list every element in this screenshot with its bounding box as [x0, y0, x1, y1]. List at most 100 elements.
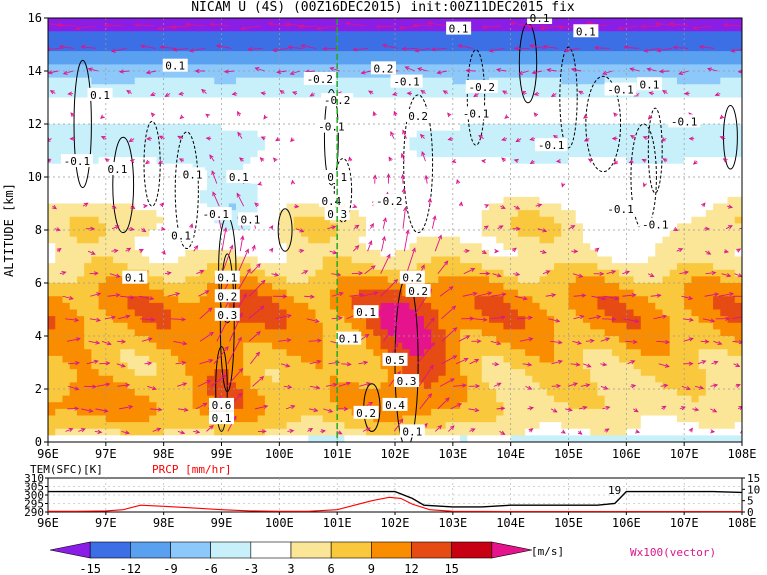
heatmap-cell	[221, 150, 230, 158]
heatmap-cell	[358, 203, 367, 211]
heatmap-cell	[546, 336, 555, 344]
heatmap-cell	[380, 51, 389, 59]
heatmap-cell	[351, 90, 360, 99]
heatmap-cell	[575, 249, 584, 258]
heatmap-cell	[366, 249, 374, 258]
heatmap-cell	[98, 203, 107, 211]
heatmap-cell	[525, 64, 533, 72]
heatmap-cell	[301, 263, 309, 271]
heatmap-cell	[329, 289, 338, 297]
heatmap-cell	[156, 203, 165, 211]
heatmap-cell	[380, 143, 389, 152]
heatmap-cell	[604, 230, 613, 238]
heatmap-cell	[170, 203, 179, 211]
heatmap-cell	[713, 329, 721, 337]
heatmap-cell	[431, 230, 439, 238]
heatmap-cell	[633, 97, 642, 105]
heatmap-cell	[546, 230, 555, 238]
heatmap-cell	[264, 157, 273, 165]
heatmap-cell	[69, 18, 78, 26]
heatmap-cell	[351, 289, 360, 297]
heatmap-cell	[69, 263, 78, 271]
heatmap-cell	[633, 196, 642, 205]
heatmap-cell	[713, 84, 721, 92]
heatmap-cell	[488, 24, 497, 32]
heatmap-cell	[387, 296, 396, 304]
heatmap-cell	[648, 203, 656, 211]
heatmap-cell	[662, 18, 671, 26]
heatmap-cell	[178, 342, 186, 350]
heatmap-cell	[69, 362, 78, 370]
heatmap-cell	[496, 31, 505, 39]
heatmap-cell	[199, 263, 208, 271]
heatmap-cell	[597, 316, 606, 324]
heatmap-cell	[250, 137, 259, 145]
heatmap-cell	[590, 216, 599, 224]
heatmap-cell	[163, 24, 172, 32]
heatmap-cell	[366, 243, 374, 251]
heatmap-cell	[62, 183, 71, 191]
heatmap-cell	[156, 57, 165, 65]
heatmap-cell	[127, 289, 136, 297]
heatmap-cell	[546, 322, 555, 330]
heatmap-cell	[113, 322, 121, 330]
heatmap-cell	[91, 263, 100, 271]
heatmap-cell	[561, 249, 570, 258]
heatmap-cell	[84, 24, 92, 32]
heatmap-cell	[286, 57, 295, 65]
heatmap-cell	[575, 124, 584, 132]
heatmap-cell	[438, 137, 447, 145]
heatmap-cell	[619, 177, 627, 185]
heatmap-cell	[590, 256, 599, 264]
heatmap-cell	[163, 196, 172, 205]
heatmap-cell	[207, 223, 215, 231]
heatmap-cell	[293, 296, 302, 304]
heatmap-cell	[727, 143, 736, 152]
heatmap-cell	[438, 97, 447, 105]
heatmap-cell	[293, 57, 302, 65]
heatmap-cell	[510, 71, 519, 79]
heatmap-cell	[134, 349, 143, 357]
heatmap-cell	[120, 71, 129, 79]
heatmap-cell	[185, 77, 194, 85]
heatmap-cell	[199, 71, 208, 79]
heatmap-cell	[676, 249, 685, 258]
heatmap-cell	[582, 71, 591, 79]
heatmap-cell	[734, 150, 742, 158]
heatmap-cell	[228, 302, 237, 311]
heatmap-cell	[452, 104, 461, 112]
heatmap-cell	[207, 64, 215, 72]
heatmap-cell	[380, 157, 389, 165]
heatmap-cell	[546, 249, 555, 258]
heatmap-cell	[199, 183, 208, 191]
heatmap-cell	[141, 190, 150, 198]
heatmap-cell	[655, 210, 664, 218]
heatmap-cell	[445, 177, 454, 185]
heatmap-cell	[170, 170, 179, 178]
heatmap-cell	[76, 84, 85, 92]
heatmap-cell	[467, 216, 476, 224]
heatmap-cell	[460, 216, 468, 224]
heatmap-cell	[264, 283, 273, 291]
heatmap-cell	[387, 143, 396, 152]
heatmap-cell	[546, 309, 555, 317]
heatmap-cell	[619, 349, 627, 357]
heatmap-cell	[575, 177, 584, 185]
heatmap-cell	[691, 57, 700, 65]
heatmap-cell	[423, 190, 432, 198]
heatmap-cell	[452, 77, 461, 85]
heatmap-cell	[438, 163, 447, 171]
heatmap-cell	[431, 342, 439, 350]
heatmap-cell	[488, 236, 497, 244]
heatmap-cell	[532, 196, 541, 205]
heatmap-cell	[727, 44, 736, 52]
heatmap-cell	[684, 283, 692, 291]
heatmap-cell	[308, 51, 317, 59]
heatmap-cell	[460, 157, 468, 165]
heatmap-cell	[460, 57, 468, 65]
heatmap-cell	[235, 24, 244, 32]
heatmap-cell	[431, 296, 439, 304]
heatmap-cell	[590, 196, 599, 205]
heatmap-cell	[127, 130, 136, 138]
heatmap-cell	[698, 256, 707, 264]
